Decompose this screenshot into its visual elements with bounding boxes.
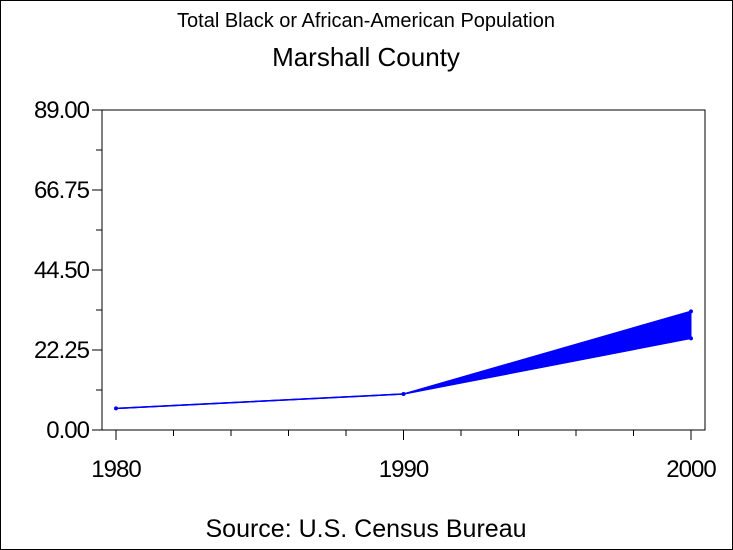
- y-tick-label: 89.00: [34, 97, 90, 124]
- y-tick-label: 22.25: [34, 337, 90, 364]
- y-tick-label: 0.00: [46, 417, 89, 444]
- x-axis: 1980 1990 2000: [91, 430, 717, 483]
- x-tick-label: 1990: [379, 456, 429, 483]
- data-point: [689, 309, 693, 314]
- x-tick-label: 2000: [666, 456, 716, 483]
- data-point: [401, 392, 406, 397]
- y-tick-label: 44.50: [34, 257, 90, 284]
- x-tick-label: 1980: [91, 456, 141, 483]
- chart-subtitle: Marshall County: [272, 42, 460, 72]
- y-axis: 0.00 22.25 44.50 66.75 89.00: [34, 97, 102, 444]
- data-point: [114, 406, 118, 411]
- y-tick-label: 66.75: [34, 177, 90, 204]
- chart-title: Total Black or African-American Populati…: [177, 10, 555, 32]
- series-layer: [114, 309, 693, 411]
- source-note: Source: U.S. Census Bureau: [206, 515, 527, 543]
- plot-area: [101, 109, 706, 431]
- data-point: [689, 336, 693, 341]
